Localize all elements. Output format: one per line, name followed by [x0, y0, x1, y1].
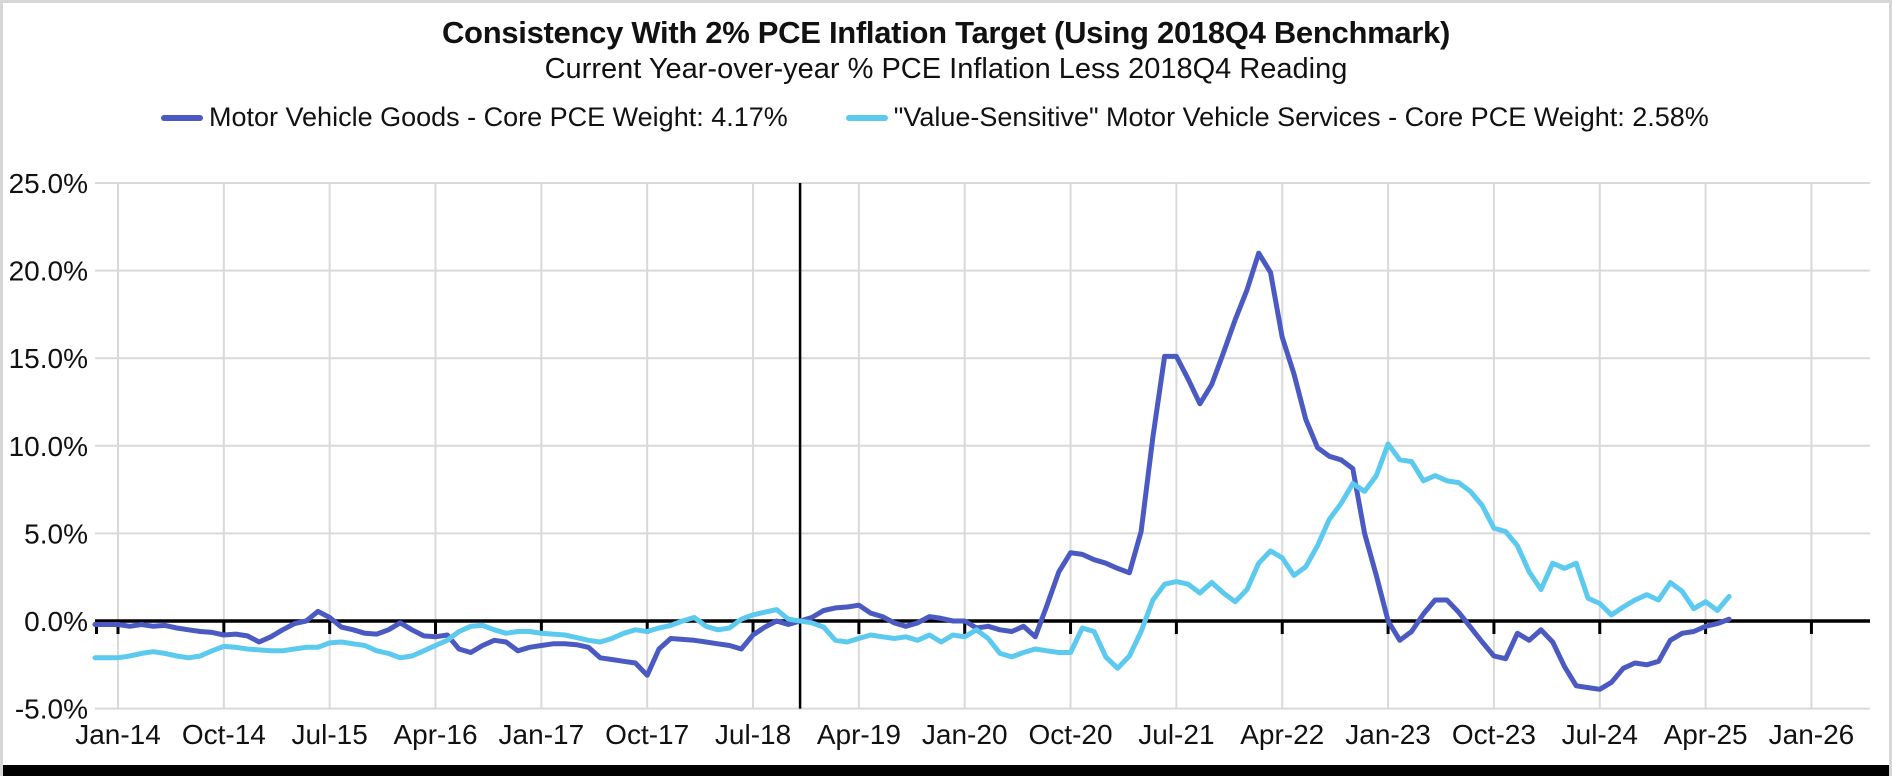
legend: Motor Vehicle Goods - Core PCE Weight: 4…: [161, 102, 1709, 133]
legend-item-motor-vehicle-goods: Motor Vehicle Goods - Core PCE Weight: 4…: [161, 102, 788, 133]
y-tick-label: 10.0%: [9, 431, 88, 462]
legend-label-goods: Motor Vehicle Goods - Core PCE Weight: 4…: [209, 102, 788, 132]
x-tick-label: Jan-14: [75, 719, 161, 750]
x-tick-label: Apr-22: [1240, 719, 1324, 750]
x-tick-label: Apr-19: [817, 719, 901, 750]
x-tick-label: Jul-15: [292, 719, 368, 750]
x-tick-label: Jul-18: [715, 719, 791, 750]
x-tick-label: Jan-20: [922, 719, 1008, 750]
x-tick-label: Jan-26: [1769, 719, 1855, 750]
chart-plot-area: 25.0% 20.0% 15.0% 10.0% 5.0% 0.0% -5.0%Jan-14 O…: [9, 168, 1870, 750]
chart-title: Consistency With 2% PCE Inflation Target…: [441, 15, 1451, 50]
legend-label-services: "Value-Sensitive" Motor Vehicle Services…: [893, 102, 1709, 132]
series-line-services: [92, 441, 1732, 671]
x-tick-label: Jan-17: [499, 719, 585, 750]
y-tick-label: 5.0%: [24, 518, 88, 549]
chart-subtitle: Current Year-over-year % PCE Inflation L…: [544, 53, 1348, 85]
x-tick-label: Jul-24: [1562, 719, 1638, 750]
x-tick-label: Oct-17: [605, 719, 689, 750]
y-tick-label: 0.0%: [24, 606, 88, 637]
x-tick-label: Jul-21: [1138, 719, 1214, 750]
x-tick-label: Oct-14: [182, 719, 266, 750]
legend-swatch-goods-icon: [161, 114, 203, 121]
x-tick-label: Oct-20: [1029, 719, 1113, 750]
x-tick-label: Oct-23: [1452, 719, 1536, 750]
x-tick-label: Apr-25: [1664, 719, 1748, 750]
bottom-border-bar: [3, 765, 1889, 776]
y-tick-label: -5.0%: [15, 694, 88, 725]
x-tick-label: Apr-16: [393, 719, 477, 750]
y-tick-label: 20.0%: [9, 256, 88, 287]
y-tick-label: 25.0%: [9, 168, 88, 199]
series-line-goods: [92, 250, 1732, 692]
y-tick-label: 15.0%: [9, 343, 88, 374]
legend-item-motor-vehicle-services: "Value-Sensitive" Motor Vehicle Services…: [845, 102, 1709, 133]
x-tick-label: Jan-23: [1345, 719, 1431, 750]
legend-swatch-services-icon: [845, 114, 888, 121]
